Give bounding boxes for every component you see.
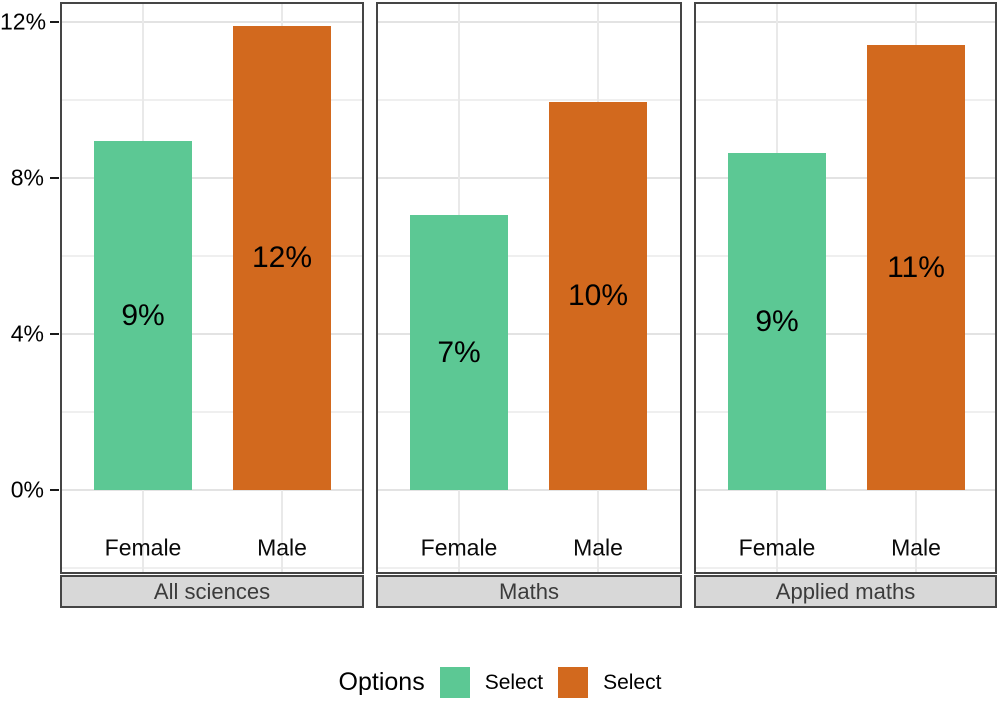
legend-entry-male: Select (558, 667, 661, 698)
minor-gridline (378, 567, 680, 569)
minor-gridline (378, 255, 680, 257)
category-label-female: Female (420, 534, 498, 561)
y-tick-mark (50, 489, 59, 491)
bar-value-label: 11% (887, 250, 945, 284)
legend-title: Options (338, 668, 425, 696)
major-gridline (62, 177, 362, 179)
panel-maths: 7% Female 10% Male (376, 2, 682, 574)
major-gridline (378, 177, 680, 179)
category-label-female: Female (738, 534, 816, 561)
minor-gridline (62, 255, 362, 257)
minor-gridline (62, 567, 362, 569)
bar-female (728, 153, 826, 490)
legend-entry-label: Select (484, 670, 544, 694)
bar-male (867, 45, 965, 490)
minor-gridline (696, 99, 995, 101)
bar-male (233, 26, 331, 490)
major-gridline (696, 177, 995, 179)
major-gridline (62, 333, 362, 335)
legend-entries: Select Select (439, 667, 661, 698)
y-tick-label: 0% (10, 476, 44, 503)
legend-entry-label: Select (603, 670, 662, 694)
bar-value-label: 9% (755, 304, 799, 338)
minor-gridline (62, 99, 362, 101)
major-gridline (696, 21, 995, 23)
y-tick-mark (50, 177, 59, 179)
facet-strip-applied-maths: Applied maths (694, 575, 997, 608)
legend-swatch-female (439, 667, 470, 698)
minor-gridline (696, 411, 995, 413)
facet-strip-all-sciences: All sciences (60, 575, 364, 608)
bar-female (94, 141, 192, 490)
category-label-male: Male (573, 534, 623, 561)
minor-gridline (378, 411, 680, 413)
major-gridline (378, 489, 680, 491)
major-gridline (696, 489, 995, 491)
y-tick-mark (50, 333, 59, 335)
facet-strip-maths: Maths (376, 575, 682, 608)
minor-gridline (696, 255, 995, 257)
bar-female (410, 215, 508, 490)
bar-value-label: 12% (251, 241, 313, 274)
y-tick-label: 8% (10, 164, 44, 191)
y-tick-label: 4% (10, 320, 44, 347)
category-label-male: Male (891, 534, 941, 561)
minor-gridline (62, 411, 362, 413)
major-gridline (62, 489, 362, 491)
minor-gridline (696, 567, 995, 569)
bar-male (549, 102, 647, 490)
panel-applied-maths: 9% Female 11% Male (694, 2, 997, 574)
legend-entry-female: Select (439, 667, 544, 698)
y-tick-mark (50, 21, 59, 23)
major-gridline (696, 333, 995, 335)
bar-value-label: 7% (437, 335, 481, 369)
major-gridline (62, 21, 362, 23)
category-label-female: Female (104, 534, 182, 561)
legend: Options Select Select (0, 660, 1000, 705)
major-gridline (378, 333, 680, 335)
y-tick-label: 12% (0, 8, 47, 35)
major-gridline (378, 21, 680, 23)
legend-swatch-male (558, 667, 589, 698)
bar-value-label: 9% (121, 298, 165, 332)
panel-all-sciences: 9% Female 12% Male (60, 2, 364, 574)
minor-gridline (378, 99, 680, 101)
bar-value-label: 10% (567, 279, 629, 312)
category-label-male: Male (257, 534, 307, 561)
